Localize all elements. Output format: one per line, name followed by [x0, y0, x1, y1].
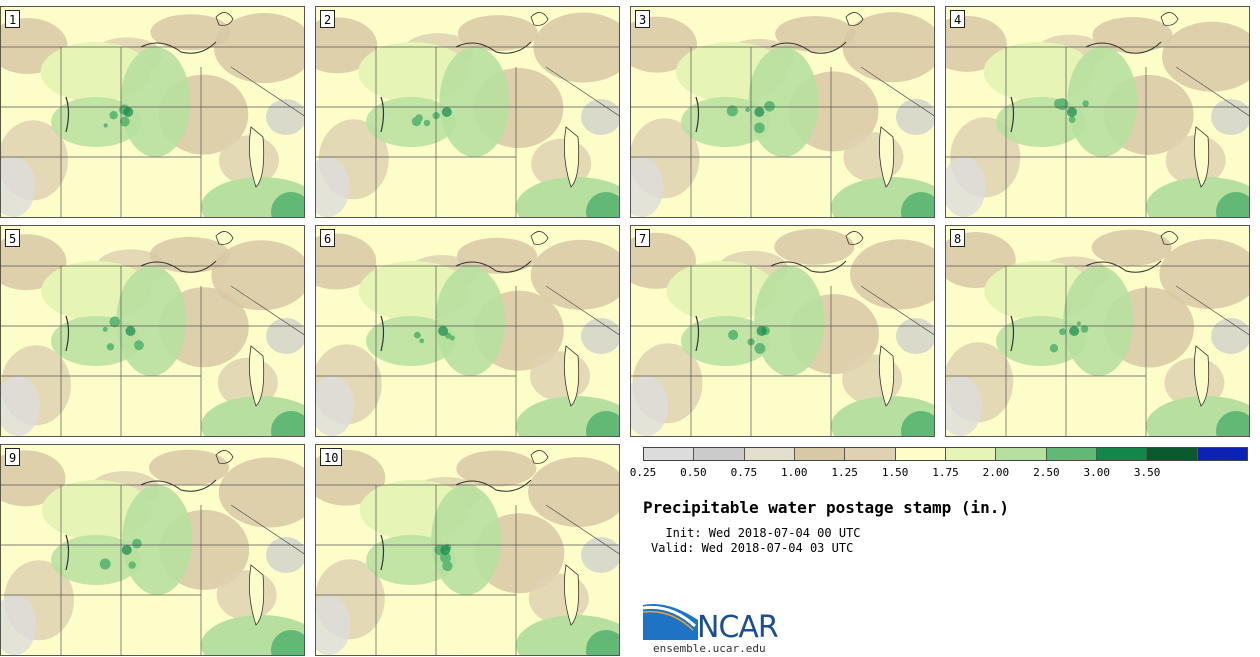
- stamp-panel-3: 3: [630, 6, 935, 218]
- init-time: Init: Wed 2018-07-04 00 UTC: [651, 526, 861, 540]
- pw-field-map: [946, 226, 1249, 436]
- ncar-logo-text: NCAR: [697, 610, 779, 645]
- pw-field-map: [316, 445, 619, 655]
- pw-field-map: [1, 226, 304, 436]
- member-label: 6: [320, 229, 336, 247]
- pw-field-map: [631, 7, 934, 217]
- pw-field-map: [946, 7, 1249, 217]
- pw-field-map: [1, 445, 304, 655]
- member-label: 1: [5, 10, 21, 28]
- colorbar-tick-label: 1.50: [881, 466, 909, 479]
- colorbar-tick-label: 0.50: [680, 466, 707, 479]
- colorbar-tick-label: 1.00: [781, 466, 808, 479]
- stamp-panel-8: 8: [945, 225, 1250, 437]
- member-label: 2: [320, 10, 336, 28]
- site-url: ensemble.ucar.edu: [653, 642, 766, 655]
- colorbar-swatch: [895, 448, 946, 460]
- stamp-panel-7: 7: [630, 225, 935, 437]
- colorbar-swatch: [945, 448, 997, 460]
- colorbar-tick-label: 3.00: [1083, 466, 1111, 479]
- member-label: 10: [320, 448, 343, 466]
- member-label: 9: [5, 448, 21, 466]
- stamp-panel-2: 2: [315, 6, 620, 218]
- stamp-panel-9: 9: [0, 444, 305, 656]
- colorbar-tick-label: 0.25: [629, 466, 657, 479]
- pw-field-map: [1, 7, 304, 217]
- pw-field-map: [316, 7, 619, 217]
- stamp-panel-10: 10: [315, 444, 620, 656]
- stamp-panel-6: 6: [315, 225, 620, 437]
- colorbar-swatch: [694, 448, 745, 460]
- colorbar-tick-label: 0.75: [730, 466, 758, 479]
- member-label: 5: [5, 229, 21, 247]
- member-label: 4: [950, 10, 966, 28]
- colorbar-swatch: [1197, 448, 1247, 460]
- colorbar-tick-label: 2.50: [1033, 466, 1060, 479]
- figure-title: Precipitable water postage stamp (in.): [643, 498, 1010, 517]
- colorbar-tick-label: 2.00: [982, 466, 1010, 479]
- colorbar-swatch: [996, 448, 1047, 460]
- colorbar-swatch: [744, 448, 795, 460]
- member-label: 3: [635, 10, 651, 28]
- ncar-logo-icon: [643, 604, 698, 640]
- colorbar-swatch: [845, 448, 896, 460]
- pw-field-map: [316, 226, 619, 436]
- colorbar-swatch: [1147, 448, 1198, 460]
- colorbar: [643, 447, 1248, 461]
- stamp-panel-5: 5: [0, 225, 305, 437]
- colorbar-swatch: [644, 448, 695, 460]
- colorbar-tick-label: 3.50: [1133, 466, 1161, 479]
- colorbar-swatch: [1096, 448, 1148, 460]
- member-label: 7: [635, 229, 651, 247]
- colorbar-swatch: [1046, 448, 1097, 460]
- member-label: 8: [950, 229, 966, 247]
- colorbar-swatch: [794, 448, 846, 460]
- colorbar-tick-label: 1.75: [932, 466, 959, 479]
- stamp-panel-1: 1: [0, 6, 305, 218]
- valid-time: Valid: Wed 2018-07-04 03 UTC: [651, 541, 854, 555]
- pw-field-map: [631, 226, 934, 436]
- colorbar-tick-label: 1.25: [831, 466, 858, 479]
- stamp-panel-4: 4: [945, 6, 1250, 218]
